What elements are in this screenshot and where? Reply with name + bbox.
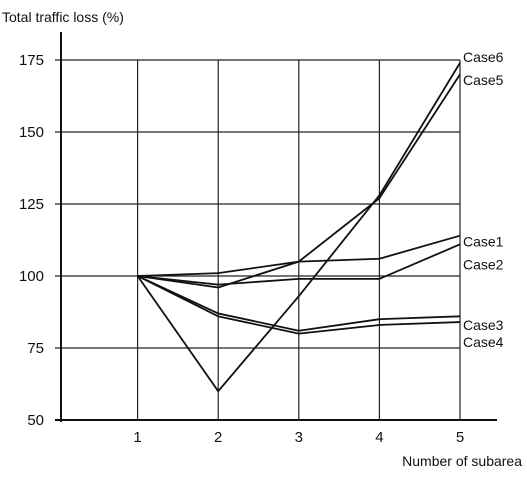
x-tick-label: 3 (295, 429, 303, 446)
y-tick-label: 125 (19, 196, 44, 213)
y-tick-label: 175 (19, 52, 44, 69)
series-label-case1: Case1 (463, 233, 504, 249)
x-tick-label: 4 (375, 429, 383, 446)
x-tick-label: 2 (214, 429, 222, 446)
y-tick-label: 75 (27, 340, 44, 357)
y-tick-label: 150 (19, 124, 44, 141)
axes: 50 75 100 125 150 175 1 2 3 4 5 (19, 32, 497, 446)
series-lines (136, 62, 461, 393)
series-line-case6 (136, 62, 461, 393)
y-tick-label: 50 (27, 412, 44, 429)
y-tick-label: 100 (19, 268, 44, 285)
x-axis-title: Number of subarea (402, 453, 522, 469)
series-line-case3 (137, 275, 461, 332)
series-line-case2 (137, 243, 461, 286)
x-tick-label: 5 (456, 429, 464, 446)
series-label-case6: Case6 (463, 49, 504, 65)
y-axis-title: Total traffic loss (%) (2, 9, 124, 25)
series-line-case4 (137, 275, 461, 335)
series-label-case4: Case4 (463, 334, 504, 350)
series-label-case2: Case2 (463, 256, 504, 272)
series-label-case5: Case5 (463, 72, 504, 88)
x-tick-label: 1 (133, 429, 141, 446)
series-line-case1 (137, 234, 461, 277)
series-label-case3: Case3 (463, 317, 504, 333)
grid (55, 59, 461, 420)
